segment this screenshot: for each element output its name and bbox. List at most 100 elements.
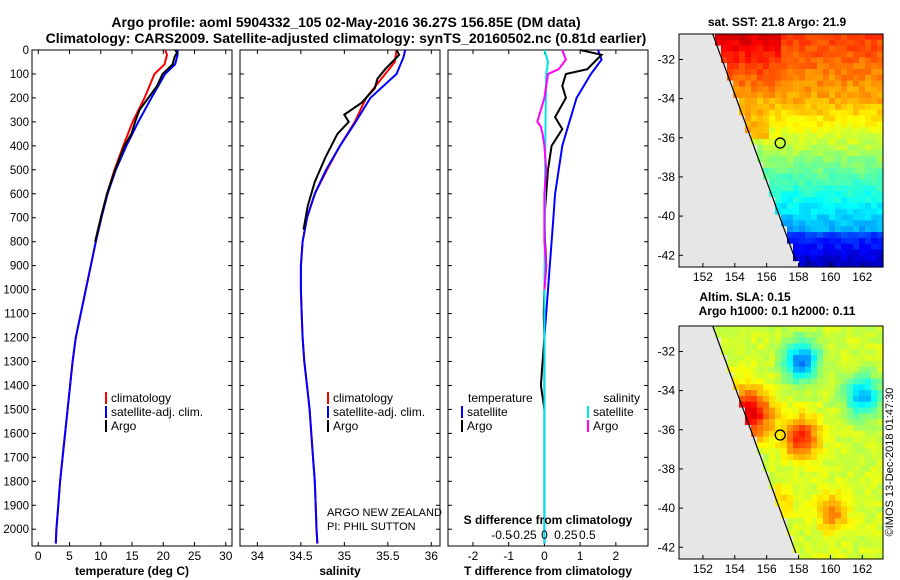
map-cell: [757, 326, 764, 333]
map-cell: [799, 465, 806, 473]
x-axis-label-secondary: S difference from climatology: [464, 513, 633, 527]
map-cell: [787, 103, 794, 111]
map-cell: [829, 92, 836, 99]
map-cell: [691, 541, 698, 548]
map-cell: [745, 138, 752, 146]
map-cell: [715, 34, 722, 41]
map-cell: [769, 541, 776, 548]
map-cell: [829, 74, 836, 82]
map-cell: [757, 51, 764, 58]
map-cell: [775, 471, 782, 478]
y-tick-label: 100: [10, 69, 29, 81]
map-cell: [715, 442, 722, 449]
map-cell: [865, 156, 872, 163]
map-cell: [775, 51, 782, 58]
map-cell: [715, 378, 722, 385]
map-cell: [799, 226, 806, 233]
map-cell: [775, 34, 782, 41]
map-cell: [769, 477, 776, 484]
map-cell: [757, 237, 764, 245]
map-cell: [715, 349, 722, 356]
map-cell: [829, 243, 836, 251]
map-cell: [709, 547, 716, 554]
map-cell: [775, 69, 782, 76]
map-cell: [685, 506, 692, 513]
map-cell: [865, 349, 872, 356]
map-cell: [835, 390, 842, 397]
map-cell: [805, 419, 812, 426]
map-cell: [745, 506, 752, 513]
map-cell: [727, 477, 734, 484]
map-cell: [745, 173, 752, 181]
map-cell: [715, 232, 722, 239]
map-cell: [679, 34, 686, 41]
map-cell: [769, 138, 776, 146]
map-cell: [853, 524, 860, 531]
map-cell: [877, 255, 884, 262]
map-cell: [799, 529, 806, 537]
map-cell: [781, 448, 788, 455]
map-cell: [739, 477, 746, 484]
map-cell: [811, 74, 818, 82]
map-cell: [847, 173, 854, 181]
map-cell: [775, 98, 782, 105]
map-cell: [769, 39, 776, 47]
map-cell: [871, 103, 878, 111]
map-cell: [751, 261, 758, 268]
map-cell: [775, 524, 782, 531]
map-cell: [769, 448, 776, 455]
map-cell: [841, 156, 848, 163]
map-cell: [823, 255, 830, 262]
map-cell: [769, 34, 776, 41]
map-cell: [727, 366, 734, 374]
map-cell: [739, 39, 746, 47]
map-cell: [841, 138, 848, 146]
map-cell: [727, 529, 734, 537]
map-cell: [853, 541, 860, 548]
map-cell: [733, 86, 740, 93]
map-cell: [679, 500, 686, 508]
map-cell: [847, 541, 854, 548]
map-cell: [715, 331, 722, 339]
map-cell: [871, 349, 878, 356]
map-cell: [871, 115, 878, 122]
map-cell: [763, 63, 770, 70]
salinity-plot: 34 34.5 35 35.5 36salinityclimatologysatelli…: [240, 49, 440, 578]
map-cell: [721, 138, 728, 146]
map-cell: [835, 372, 842, 379]
map-cell: [715, 243, 722, 251]
map-y-tick-label: -38: [658, 170, 676, 184]
map-cell: [715, 86, 722, 93]
map-cell: [715, 57, 722, 64]
map-cell: [817, 529, 824, 537]
map-cell: [787, 249, 794, 256]
map-cell: [823, 413, 830, 420]
map-cell: [763, 86, 770, 93]
map-cell: [733, 454, 740, 461]
map-cell: [727, 220, 734, 227]
map-cell: [841, 436, 848, 444]
map-x-tick-label: 160: [820, 562, 840, 576]
map-cell: [709, 529, 716, 537]
map-cell: [721, 214, 728, 221]
map-cell: [721, 460, 728, 467]
map-cell: [769, 471, 776, 478]
map-cell: [871, 69, 878, 76]
map-cell: [859, 57, 866, 64]
map-cell: [679, 45, 686, 52]
map-cell: [853, 506, 860, 513]
map-cell: [859, 506, 866, 513]
map-cell: [805, 202, 812, 210]
map-cell: [745, 156, 752, 163]
map-cell: [739, 133, 746, 140]
map-cell: [787, 471, 794, 478]
map-cell: [775, 168, 782, 175]
map-cell: [679, 103, 686, 111]
map-cell: [787, 489, 794, 496]
map-cell: [709, 109, 716, 117]
map-cell: [799, 471, 806, 478]
map-cell: [685, 51, 692, 58]
map-cell: [805, 442, 812, 449]
map-cell: [763, 512, 770, 519]
map-cell: [739, 512, 746, 519]
